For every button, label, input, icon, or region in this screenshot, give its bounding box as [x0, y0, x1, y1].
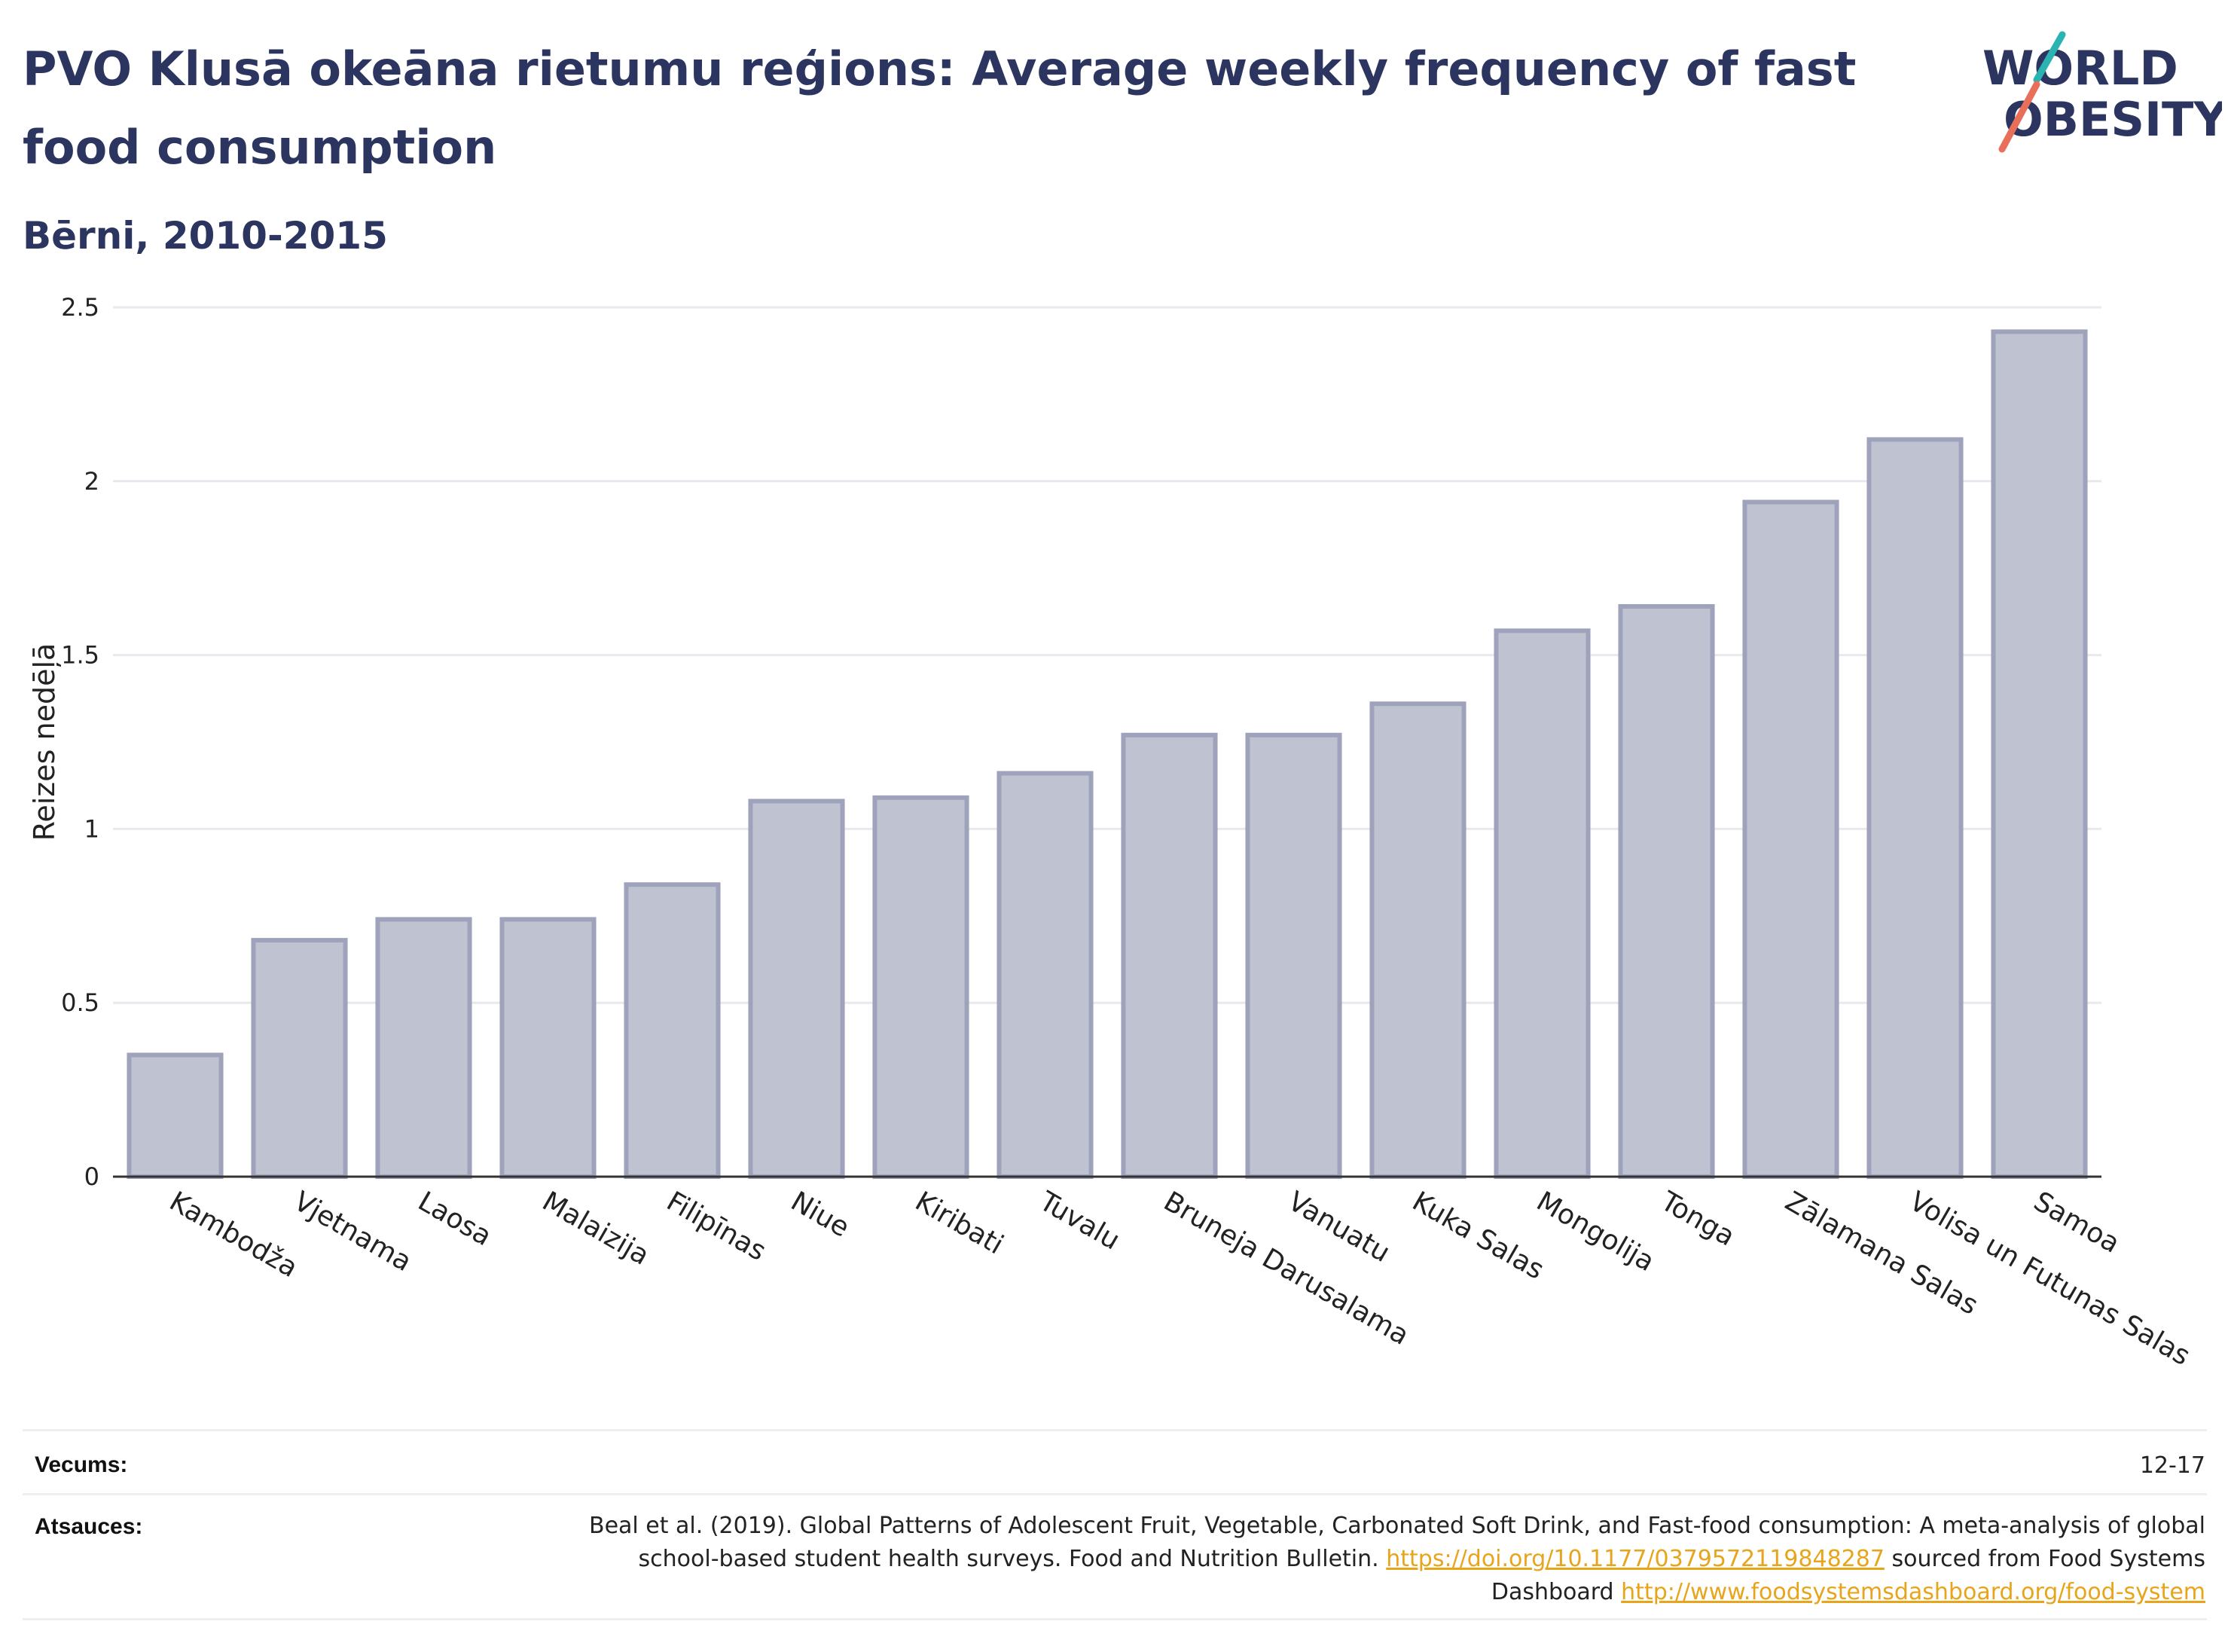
bar	[1991, 329, 2088, 1179]
logo-slash-coral	[1998, 81, 2040, 153]
x-tick-label: Kuka Salas	[1407, 1186, 1549, 1286]
doi-link[interactable]: https://doi.org/10.1177/0379572119848287	[1386, 1546, 1885, 1572]
bar	[499, 917, 597, 1180]
bar	[1618, 603, 1715, 1179]
bar	[1742, 499, 1839, 1179]
divider	[23, 1618, 2207, 1620]
x-tick-label: Mongolija	[1531, 1186, 1659, 1278]
chart-title: PVO Klusā okeāna rietumu reģions: Averag…	[23, 41, 1857, 175]
y-tick-label: 0.5	[61, 988, 99, 1017]
references-source: sourced from Food Systems Dashboard	[1491, 1546, 2205, 1605]
logo-line1: WORLD	[1982, 41, 2178, 96]
bar	[251, 938, 348, 1180]
y-tick-label: 1	[84, 814, 99, 843]
world-obesity-logo: WORLD OBESITY	[1973, 30, 2228, 166]
x-tick-label: Malaizija	[537, 1186, 655, 1272]
y-tick-label: 1.5	[61, 641, 99, 670]
bar	[375, 917, 472, 1180]
food-systems-dashboard-link[interactable]: http://www.foodsystemsdashboard.org/food…	[1621, 1579, 2205, 1605]
references-citation: Beal et al. (2019). Global Patterns of A…	[588, 1513, 2205, 1572]
bar	[872, 795, 969, 1179]
age-label: Vecums:	[35, 1452, 128, 1477]
y-tick-label: 2.5	[61, 293, 99, 322]
bar	[127, 1052, 224, 1179]
x-tick-label: Samoa	[2028, 1186, 2125, 1260]
references-label: Atsauces:	[35, 1514, 143, 1539]
bar	[1369, 701, 1467, 1179]
divider	[23, 1429, 2207, 1431]
x-tick-label: Tonga	[1655, 1186, 1740, 1253]
divider	[23, 1493, 2207, 1495]
x-tick-label: Vjetnama	[288, 1186, 417, 1278]
bar	[1245, 732, 1342, 1179]
y-tick-label: 2	[84, 467, 99, 496]
logo-line2: OBESITY	[2004, 92, 2222, 147]
bar	[1494, 628, 1591, 1179]
references-text: Beal et al. (2019). Global Patterns of A…	[548, 1510, 2205, 1609]
chart-subtitle: Bērni, 2010-2015	[23, 214, 388, 258]
logo-slash-teal	[2033, 31, 2066, 84]
age-value: 12-17	[2139, 1452, 2205, 1479]
y-axis-label: Reizes nedēļā	[28, 643, 61, 841]
x-tick-label: Kambodža	[164, 1186, 303, 1284]
bar-chart: 0 0.5 1 1.5 2 2.5 Reizes nedēļā KambodžaVjetnam…	[28, 293, 2195, 1372]
bar	[748, 799, 845, 1180]
x-tick-label: Filipīnas	[661, 1186, 771, 1267]
x-tick-label: Vanuatu	[1283, 1186, 1395, 1269]
y-tick-label: 0	[84, 1162, 99, 1191]
bar	[996, 771, 1094, 1179]
x-tick-label: Tuvalu	[1033, 1186, 1125, 1257]
x-tick-label: Niue	[786, 1186, 854, 1243]
x-tick-label: Laosa	[413, 1186, 496, 1252]
x-tick-label: Kiribati	[910, 1186, 1009, 1260]
bar	[1121, 732, 1218, 1179]
bar	[1866, 437, 1964, 1179]
bar	[624, 882, 721, 1179]
